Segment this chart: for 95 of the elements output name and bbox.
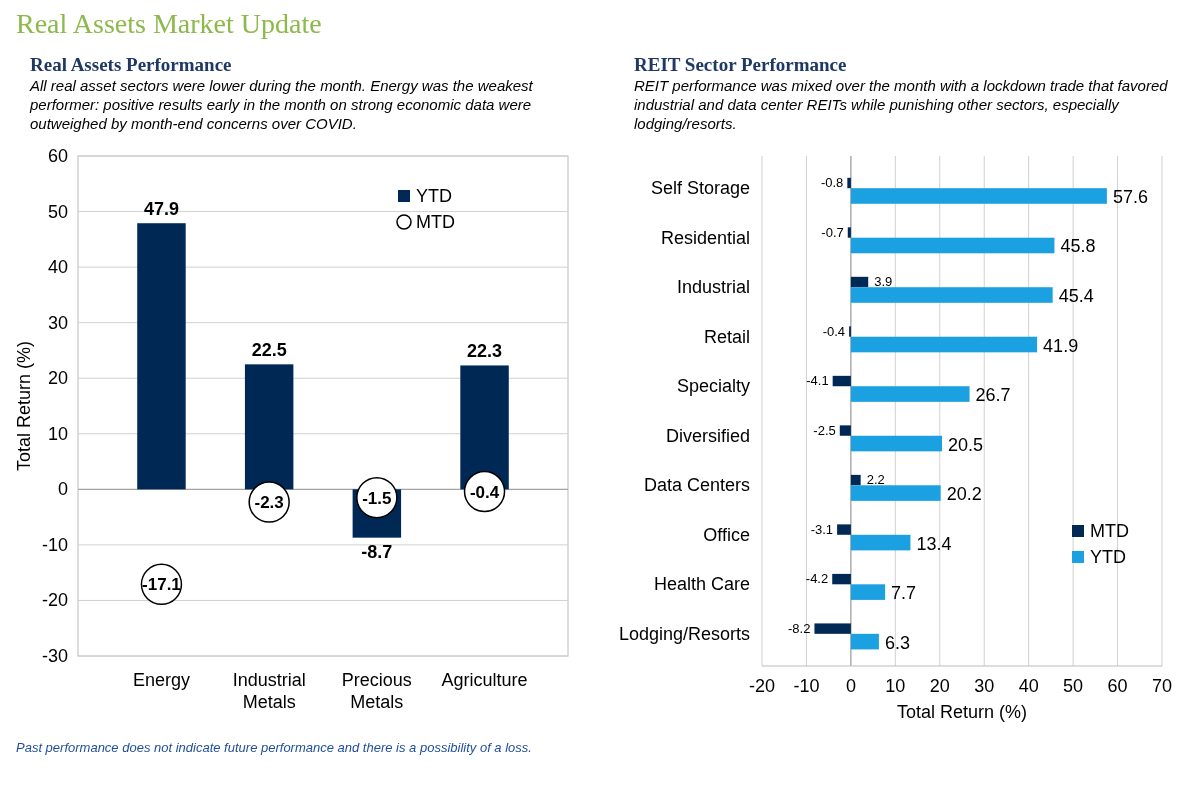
bar	[137, 223, 186, 490]
bar	[850, 188, 1107, 204]
y-tick-label: 10	[47, 423, 68, 444]
chart-title: REIT Sector Performance	[634, 54, 848, 76]
bar	[850, 386, 970, 402]
y-tick-label: 40	[47, 257, 68, 278]
bar	[837, 524, 851, 535]
bar	[850, 276, 869, 288]
x-axis-title: Total Return (%)	[896, 702, 1028, 722]
legend-label: MTD	[416, 212, 455, 232]
legend-label: MTD	[1090, 521, 1129, 541]
data-label: -4.1	[806, 373, 829, 389]
x-tick-label: Industrial Metals	[232, 670, 306, 712]
y-tick-label: Self Storage	[650, 178, 750, 199]
text: Real Assets Market Update	[16, 8, 323, 40]
x-tick-label: -20	[748, 676, 776, 696]
data-label: -8.2	[788, 620, 811, 636]
data-label: -1.5	[362, 488, 392, 508]
bar	[832, 573, 851, 585]
data-label: 2.2	[866, 472, 885, 488]
data-label: -8.7	[361, 541, 393, 562]
x-tick-label: 0	[845, 676, 856, 696]
data-label: 45.4	[1058, 286, 1094, 307]
y-tick-label: 20	[47, 368, 68, 389]
bar	[850, 584, 886, 600]
x-tick-label: -10	[793, 676, 820, 696]
text: Past performance does not indicate future performance and there is a possibility of a loss.	[16, 740, 533, 755]
x-tick-label: 10	[885, 676, 906, 696]
data-label: -0.4	[822, 323, 846, 339]
bar	[814, 623, 851, 634]
data-label: -0.7	[821, 224, 844, 240]
chart-subtitle: All real asset sectors were lower during the month. Energy was the weakest performer: positive results early in the month on strong economic data were outweighed by month-end concerns over COVID.	[30, 76, 534, 134]
data-label: 13.4	[916, 533, 952, 554]
bar	[850, 237, 1055, 254]
legend-label: YTD	[416, 186, 452, 206]
bar	[839, 425, 851, 436]
y-axis-title: Total Return (%)	[14, 340, 34, 472]
data-label: -4.2	[805, 571, 829, 587]
x-tick-label: Agriculture	[441, 670, 528, 690]
y-tick-label: Data Centers	[643, 475, 750, 496]
bar	[847, 177, 851, 189]
chart-subtitle: REIT performance was mixed over the month with a lockdown trade that favored industrial and data center REITs while punishing other sectors, especially lodging/resorts.	[634, 76, 1169, 134]
data-label: 45.8	[1060, 236, 1096, 257]
y-tick-label: -20	[41, 590, 68, 611]
data-label: 41.9	[1043, 335, 1079, 356]
data-label: -2.3	[254, 493, 284, 513]
legend-label: YTD	[1090, 547, 1126, 567]
x-tick-label: 40	[1018, 676, 1039, 696]
data-label: 22.3	[467, 341, 503, 362]
bar	[850, 287, 1053, 303]
data-label: 26.7	[975, 385, 1011, 406]
x-tick-label: Precious Metals	[341, 670, 412, 712]
y-tick-label: 60	[47, 146, 68, 166]
data-label: -17.1	[142, 575, 181, 595]
y-tick-label: Specialty	[676, 376, 750, 397]
x-tick-label: 20	[929, 676, 950, 696]
y-tick-label: 50	[47, 201, 68, 222]
y-tick-label: 0	[57, 479, 68, 500]
y-tick-label: Residential	[660, 227, 750, 248]
chart-title: Real Assets Performance	[30, 54, 233, 76]
data-label: -0.8	[820, 174, 844, 190]
bar	[850, 435, 942, 452]
y-tick-label: Industrial	[676, 277, 750, 298]
data-label: -3.1	[810, 521, 834, 537]
bar	[850, 336, 1038, 353]
data-label: 7.7	[891, 583, 917, 604]
data-label: 20.5	[948, 434, 984, 455]
y-tick-label: Office	[703, 524, 750, 545]
x-tick-label: 50	[1063, 676, 1084, 696]
y-tick-label: Retail	[703, 326, 750, 347]
data-label: 22.5	[251, 340, 287, 361]
bar	[832, 375, 851, 387]
y-tick-label: Lodging/Resorts	[618, 623, 750, 644]
y-tick-label: -10	[41, 534, 68, 555]
y-tick-label: Health Care	[653, 574, 750, 595]
data-label: 20.2	[946, 484, 982, 505]
y-tick-label: 30	[47, 312, 68, 333]
data-label: 3.9	[874, 274, 893, 290]
data-label: 6.3	[884, 632, 910, 653]
data-label: 57.6	[1112, 186, 1148, 207]
x-tick-label: 60	[1107, 676, 1128, 696]
data-label: 47.9	[143, 199, 179, 220]
x-tick-label: 70	[1151, 676, 1173, 696]
bar	[850, 474, 861, 486]
bar	[847, 227, 851, 238]
bar	[850, 534, 911, 551]
data-label: -0.4	[469, 482, 500, 502]
x-tick-label: 30	[974, 676, 995, 696]
y-tick-label: Diversified	[665, 425, 750, 446]
y-tick-label: -30	[41, 646, 68, 666]
bar	[850, 485, 941, 501]
x-tick-label: Energy	[132, 670, 190, 690]
bar	[244, 364, 294, 490]
bar	[850, 633, 879, 650]
data-label: -2.5	[813, 422, 836, 438]
